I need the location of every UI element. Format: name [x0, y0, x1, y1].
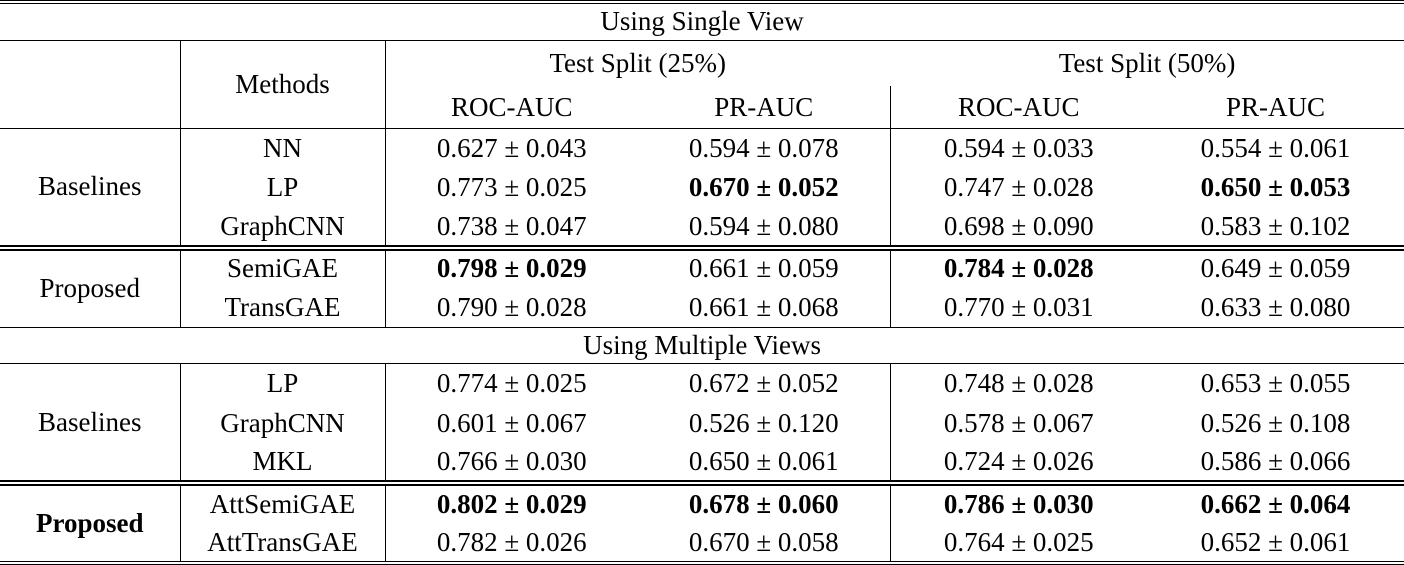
metric-column-header: PR-AUC: [1226, 91, 1326, 122]
metric-value-cell: 0.586 ± 0.066: [1200, 446, 1351, 477]
metric-value-cell: 0.661 ± 0.059: [638, 244, 890, 288]
table-row: LP 0.773 ± 0.025 0.670 ± 0.052 0.747 ± 0.02…: [0, 168, 1404, 208]
metric-value-cell: 0.802 ± 0.029: [384, 480, 638, 524]
table-row: GraphCNN 0.601 ± 0.067 0.526 ± 0.120 0.578 …: [0, 403, 1404, 444]
metric-value-cell: 0.526 ± 0.120: [688, 408, 839, 439]
metric-value-cell: 0.583 ± 0.102: [1200, 210, 1351, 241]
metric-value-cell: 0.526 ± 0.108: [1200, 408, 1351, 439]
metric-value-cell: 0.594 ± 0.080: [688, 210, 839, 241]
metric-value-cell: 0.554 ± 0.061: [1147, 127, 1404, 169]
method-name: GraphCNN: [179, 207, 385, 248]
table-row: GraphCNN 0.738 ± 0.047 0.594 ± 0.080 0.698 …: [0, 207, 1404, 248]
metric-value-cell: 0.670 ± 0.058: [638, 523, 890, 565]
table-row: Baselines LP 0.774 ± 0.025 0.672 ± 0.052 0.7…: [0, 363, 1404, 484]
metric-value-cell: 0.650 ± 0.053: [1200, 172, 1351, 203]
metric-value-cell: 0.798 ± 0.029: [384, 244, 638, 288]
header-row-groups: Methods Test Split (25%) Test Split (50%): [0, 39, 1404, 129]
table-row: AttTransGAE 0.782 ± 0.026 0.670 ± 0.058 0.7…: [0, 523, 1404, 565]
methods-column-header: Methods: [179, 39, 385, 129]
method-name: AttSemiGAE: [179, 480, 385, 524]
method-name: NN: [179, 127, 385, 169]
metric-value-cell: 0.770 ± 0.031: [889, 287, 1147, 328]
metric-value-cell: 0.578 ± 0.067: [889, 403, 1147, 444]
metric-value-cell: 0.662 ± 0.064: [1147, 480, 1404, 524]
metric-value-cell: 0.670 ± 0.052: [688, 172, 839, 203]
method-name: GraphCNN: [179, 403, 385, 444]
table-row: Proposed AttSemiGAE 0.802 ± 0.029 0.678 ± 0…: [0, 480, 1404, 565]
header-row-metrics: ROC-AUC PR-AUC ROC-AUC PR-AUC: [0, 86, 1404, 129]
metric-value-cell: 0.764 ± 0.025: [889, 523, 1147, 565]
metric-value-cell: 0.672 ± 0.052: [638, 363, 890, 404]
metric-value-cell: 0.633 ± 0.080: [1200, 291, 1351, 322]
metric-value-cell: 0.724 ± 0.026: [889, 443, 1147, 484]
corner-cell: [0, 39, 180, 129]
metric-value-cell: 0.766 ± 0.030: [384, 443, 638, 484]
metric-value-cell: 0.650 ± 0.061: [688, 446, 839, 477]
table-row: Proposed SemiGAE 0.798 ± 0.029 0.661 ± 0.05…: [0, 244, 1404, 328]
metric-value-cell: 0.782 ± 0.026: [384, 523, 638, 565]
method-name: AttTransGAE: [179, 523, 385, 565]
metric-value-cell: 0.594 ± 0.033: [889, 127, 1147, 169]
metric-value-cell: 0.738 ± 0.047: [384, 207, 638, 248]
test-split-50-header: Test Split (50%): [890, 39, 1404, 87]
section-banner-title: Using Single View: [0, 0, 1404, 41]
metric-column-header: ROC-AUC: [384, 86, 638, 129]
metric-value-cell: 0.649 ± 0.059: [1147, 244, 1404, 288]
section-banner-row: Using Single View: [0, 0, 1404, 41]
table-row: MKL 0.766 ± 0.030 0.650 ± 0.061 0.724 ± 0.0…: [0, 443, 1404, 484]
group-label: Proposed: [0, 244, 180, 328]
metric-value-cell: 0.774 ± 0.025: [384, 363, 638, 404]
metric-value-cell: 0.627 ± 0.043: [384, 127, 638, 169]
group-label: Baselines: [0, 127, 180, 248]
method-name: LP: [179, 363, 385, 404]
metric-value-cell: 0.698 ± 0.090: [889, 207, 1147, 248]
metric-value-cell: 0.678 ± 0.060: [638, 480, 890, 524]
table-row: TransGAE 0.790 ± 0.028 0.661 ± 0.068 0.770 …: [0, 287, 1404, 328]
method-name: MKL: [179, 443, 385, 484]
metric-value-cell: 0.661 ± 0.068: [688, 291, 839, 322]
metric-column-header: PR-AUC: [714, 91, 814, 122]
group-label: Baselines: [0, 363, 180, 484]
metric-value-cell: 0.748 ± 0.028: [889, 363, 1147, 404]
group-label: Proposed: [0, 480, 180, 565]
metric-value-cell: 0.790 ± 0.028: [384, 287, 638, 328]
method-name: LP: [179, 168, 385, 208]
method-name: SemiGAE: [179, 244, 385, 288]
table-row: Baselines NN 0.627 ± 0.043 0.594 ± 0.078 0.5…: [0, 127, 1404, 248]
metric-value-cell: 0.784 ± 0.028: [889, 244, 1147, 288]
metric-value-cell: 0.652 ± 0.061: [1147, 523, 1404, 565]
section-banner-row: Using Multiple Views: [0, 326, 1404, 364]
method-name: TransGAE: [179, 287, 385, 328]
test-split-25-header: Test Split (25%): [384, 39, 890, 87]
metric-value-cell: 0.594 ± 0.078: [638, 127, 890, 169]
metric-value-cell: 0.786 ± 0.030: [889, 480, 1147, 524]
metric-value-cell: 0.601 ± 0.067: [384, 403, 638, 444]
section-banner-title: Using Multiple Views: [0, 326, 1404, 364]
metric-value-cell: 0.747 ± 0.028: [889, 168, 1147, 208]
metric-value-cell: 0.653 ± 0.055: [1147, 363, 1404, 404]
metric-value-cell: 0.773 ± 0.025: [384, 168, 638, 208]
metric-column-header: ROC-AUC: [889, 86, 1147, 129]
